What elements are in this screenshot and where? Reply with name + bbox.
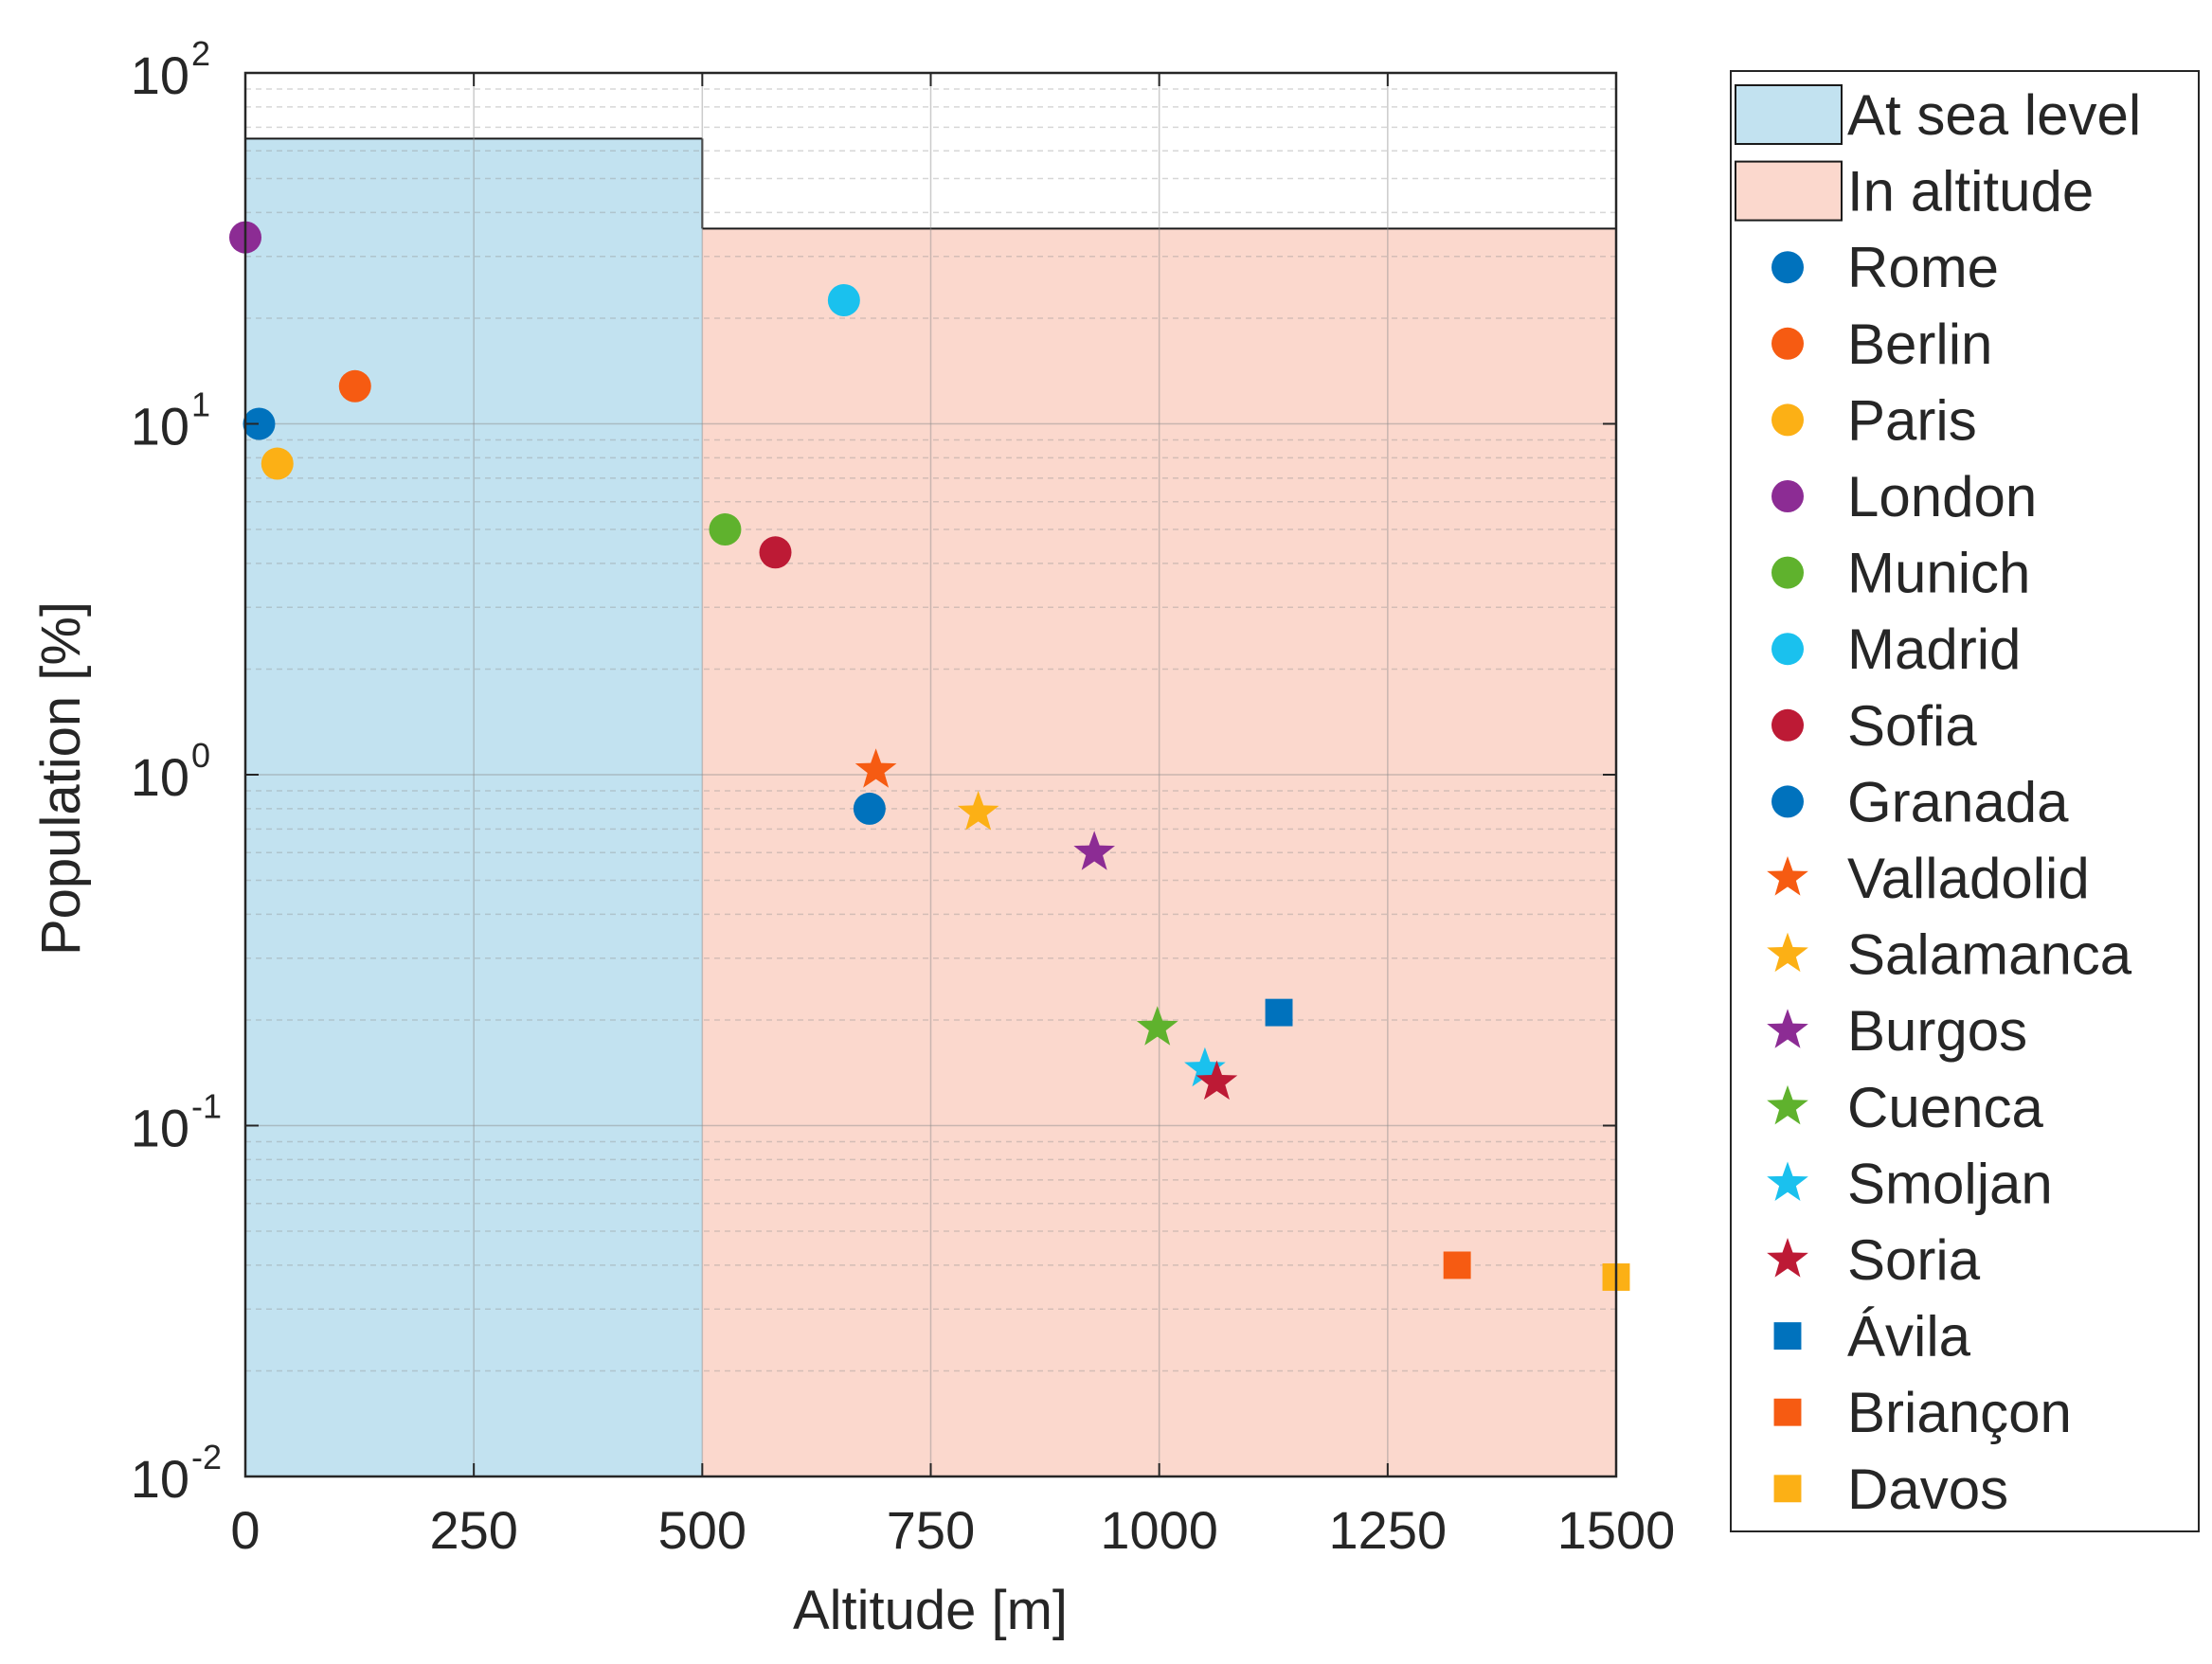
legend-label: Berlin bbox=[1847, 313, 1992, 376]
data-point-briançon bbox=[1443, 1251, 1471, 1279]
y-tick-exponent: 0 bbox=[191, 736, 210, 775]
legend-marker-sofia bbox=[1771, 708, 1804, 742]
x-tick-label: 1000 bbox=[1100, 1500, 1218, 1560]
legend-label: Munich bbox=[1847, 542, 2030, 605]
x-tick-label: 250 bbox=[429, 1500, 517, 1560]
legend: At sea level In altitude Rome Berlin Paris Lo… bbox=[1730, 70, 2200, 1532]
legend-label: Soria bbox=[1847, 1228, 1981, 1292]
x-axis-title: Altitude [m] bbox=[793, 1580, 1068, 1641]
y-tick-exponent: -1 bbox=[191, 1087, 222, 1126]
x-tick-label: 0 bbox=[230, 1500, 260, 1560]
y-tick-label: 10 2 bbox=[131, 34, 210, 105]
legend-label: In altitude bbox=[1847, 160, 2094, 224]
data-point-madrid bbox=[827, 284, 860, 317]
legend-swatch-1 bbox=[1735, 160, 1843, 222]
legend-marker-smoljan bbox=[1767, 1161, 1808, 1201]
data-point-salamanca bbox=[957, 791, 999, 831]
legend-marker-ávila bbox=[1773, 1322, 1802, 1351]
legend-label: Rome bbox=[1847, 236, 1999, 299]
y-tick-exponent: 1 bbox=[191, 385, 210, 424]
y-tick-label: 10 -1 bbox=[131, 1087, 222, 1158]
legend-marker-rome bbox=[1771, 251, 1804, 284]
y-tick-base: 10 bbox=[131, 45, 189, 105]
data-point-berlin bbox=[338, 369, 371, 403]
legend-label: Ávila bbox=[1847, 1305, 1971, 1369]
legend-label: Briançon bbox=[1847, 1381, 2072, 1444]
data-point-smoljan bbox=[1184, 1047, 1226, 1087]
legend-marker-munich bbox=[1771, 556, 1804, 589]
axes bbox=[243, 71, 1618, 1478]
x-tick-label: 1250 bbox=[1329, 1500, 1448, 1560]
data-point-cuenca bbox=[1136, 1006, 1178, 1046]
y-tick-base: 10 bbox=[131, 397, 189, 456]
data-point-burgos bbox=[1073, 831, 1115, 870]
legend-marker-berlin bbox=[1771, 327, 1804, 360]
data-point-soria bbox=[1196, 1060, 1238, 1100]
legend-label: Sofia bbox=[1847, 694, 1977, 758]
legend-label: Paris bbox=[1847, 388, 1977, 452]
legend-label: Madrid bbox=[1847, 617, 2021, 681]
legend-marker-madrid bbox=[1771, 633, 1804, 666]
legend-marker-davos bbox=[1773, 1475, 1802, 1503]
x-tick-label: 1500 bbox=[1557, 1500, 1676, 1560]
data-point-rome bbox=[243, 407, 276, 440]
legend-marker-granada bbox=[1771, 785, 1804, 818]
legend-marker-salamanca bbox=[1767, 932, 1808, 973]
y-tick-exponent: 2 bbox=[191, 34, 210, 73]
y-tick-base: 10 bbox=[131, 747, 189, 807]
legend-label: At sea level bbox=[1847, 83, 2141, 147]
x-tick-label: 500 bbox=[658, 1500, 746, 1560]
legend-marker-soria bbox=[1767, 1238, 1808, 1278]
legend-box bbox=[1730, 70, 2200, 1532]
data-point-paris bbox=[261, 447, 294, 480]
data-point-valladolid bbox=[854, 748, 897, 788]
y-tick-base: 10 bbox=[131, 1449, 189, 1509]
data-point-sofia bbox=[759, 536, 792, 569]
legend-label: Cuenca bbox=[1847, 1076, 2043, 1139]
legend-marker-burgos bbox=[1767, 1009, 1808, 1048]
legend-marker-briançon bbox=[1773, 1398, 1802, 1426]
data-point-ávila bbox=[1265, 998, 1293, 1027]
legend-marker-london bbox=[1771, 480, 1804, 512]
data-point-munich bbox=[709, 513, 742, 546]
legend-label: Valladolid bbox=[1847, 847, 2090, 910]
x-tick-label: 750 bbox=[887, 1500, 975, 1560]
legend-label: Davos bbox=[1847, 1458, 2008, 1521]
legend-label: London bbox=[1847, 465, 2037, 528]
y-tick-label: 10 -2 bbox=[131, 1438, 222, 1509]
legend-label: Smoljan bbox=[1847, 1152, 2053, 1215]
y-tick-exponent: -2 bbox=[191, 1438, 222, 1476]
legend-label: Granada bbox=[1847, 770, 2069, 833]
region-0 bbox=[245, 138, 703, 1477]
legend-label: Salamanca bbox=[1847, 923, 2132, 987]
legend-marker-valladolid bbox=[1767, 856, 1808, 896]
legend-marker-paris bbox=[1771, 403, 1804, 437]
legend-label: Burgos bbox=[1847, 999, 2027, 1063]
data-point-granada bbox=[853, 792, 886, 825]
legend-marker-cuenca bbox=[1767, 1084, 1808, 1125]
y-tick-label: 10 0 bbox=[131, 736, 210, 807]
y-axis-title: Population [%] bbox=[30, 601, 92, 956]
legend-swatch-0 bbox=[1735, 84, 1843, 145]
y-tick-base: 10 bbox=[131, 1099, 189, 1158]
y-tick-label: 10 1 bbox=[131, 385, 210, 456]
